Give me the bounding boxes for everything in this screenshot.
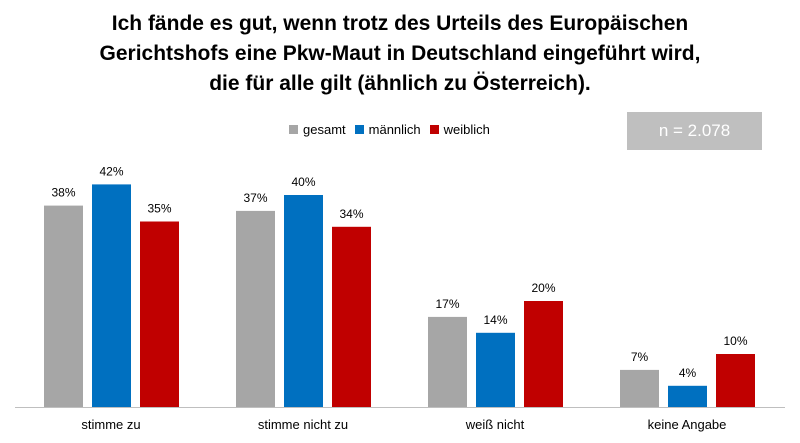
bar-gesamt-stimme-zu [44, 205, 83, 407]
bar-gesamt-keine-angabe [620, 369, 659, 407]
legend-item-gesamt: gesamt [289, 122, 346, 137]
data-label-weiblich-stimme-nicht-zu: 34% [339, 207, 363, 221]
bar-weiblich-weiss-nicht [524, 301, 563, 407]
category-label-stimme-zu: stimme zu [81, 417, 140, 432]
legend-swatch-maennlich [354, 124, 364, 134]
bar-weiblich-stimme-zu [140, 221, 179, 407]
chart-title-line-2: Gerichtshofs eine Pkw-Maut in Deutschlan… [99, 42, 701, 65]
bar-weiblich-keine-angabe [716, 354, 755, 407]
data-label-maennlich-keine-angabe: 4% [679, 366, 697, 380]
category-label-weiss-nicht: weiß nicht [465, 417, 525, 432]
bar-gesamt-stimme-nicht-zu [236, 210, 275, 407]
data-label-weiblich-weiss-nicht: 20% [531, 281, 555, 295]
chart-title: Ich fände es gut, wenn trotz des Urteils… [40, 9, 760, 99]
legend-item-maennlich: männlich [354, 121, 421, 137]
bar-weiblich-stimme-nicht-zu [332, 226, 371, 407]
chart-legend: gesamt männlich weiblich [289, 120, 499, 138]
sample-size-badge: n = 2.078 [627, 112, 762, 150]
data-label-weiblich-stimme-zu: 35% [147, 202, 171, 216]
data-label-maennlich-stimme-nicht-zu: 40% [291, 175, 315, 189]
legend-item-weiblich: weiblich [429, 121, 490, 137]
data-label-maennlich-weiss-nicht: 14% [483, 313, 507, 327]
bar-maennlich-stimme-nicht-zu [284, 195, 323, 407]
chart-title-line-1: Ich fände es gut, wenn trotz des Urteils… [111, 12, 689, 35]
category-label-keine-angabe: keine Angabe [648, 417, 727, 432]
legend-swatch-gesamt [289, 124, 298, 134]
bar-maennlich-keine-angabe [668, 385, 707, 407]
data-label-gesamt-keine-angabe: 7% [631, 350, 649, 364]
bar-gesamt-weiss-nicht [428, 316, 467, 407]
data-label-gesamt-stimme-nicht-zu: 37% [243, 191, 267, 205]
bar-maennlich-stimme-zu [92, 184, 131, 407]
category-label-stimme-nicht-zu: stimme nicht zu [258, 417, 348, 432]
legend-label-gesamt: gesamt [303, 121, 346, 137]
legend-label-weiblich: weiblich [443, 121, 490, 137]
legend-label-maennlich: männlich [368, 121, 421, 137]
legend-swatch-weiblich [429, 124, 439, 134]
data-label-maennlich-stimme-zu: 42% [99, 164, 123, 178]
chart-title-line-3: die für alle gilt (ähnlich zu Österreich… [209, 72, 591, 95]
data-label-gesamt-stimme-zu: 38% [51, 186, 75, 200]
data-label-gesamt-weiss-nicht: 17% [435, 297, 459, 311]
bar-maennlich-weiss-nicht [476, 332, 515, 407]
data-label-weiblich-keine-angabe: 10% [723, 334, 747, 348]
